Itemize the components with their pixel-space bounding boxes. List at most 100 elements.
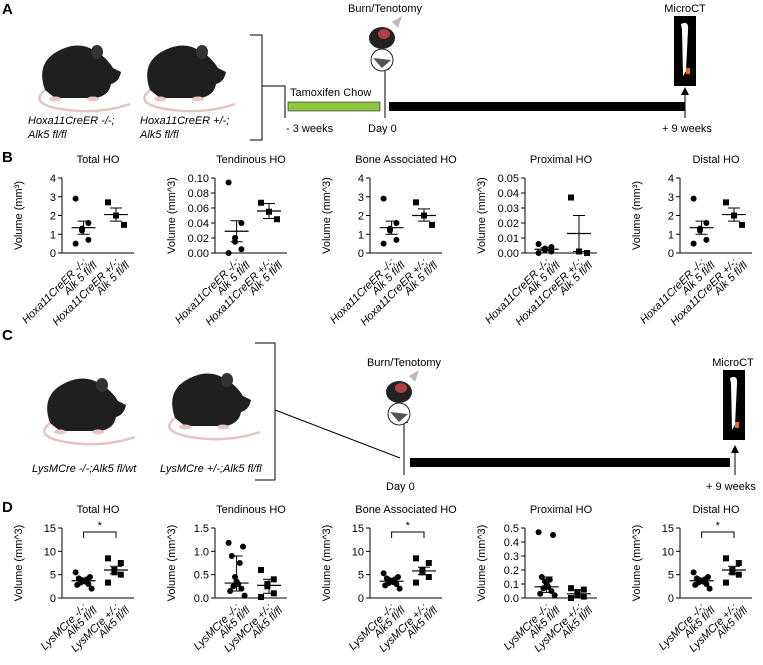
- y-tick-label: 0.04: [498, 188, 519, 200]
- data-point: [537, 590, 544, 597]
- y-tick-label: 1.5: [194, 523, 209, 535]
- significance-bracket: [83, 531, 117, 538]
- y-tick-label: 0: [668, 593, 674, 605]
- data-point: [105, 579, 111, 586]
- data-point: [413, 579, 419, 586]
- mouse-icon: [143, 43, 237, 113]
- y-tick-label: 0: [50, 593, 56, 605]
- data-point: [584, 250, 590, 256]
- data-point: [419, 569, 426, 576]
- mouse-label: Hoxa11CreER +/-;: [140, 115, 229, 127]
- data-point: [692, 581, 699, 588]
- y-tick-label: 0.08: [188, 188, 209, 200]
- data-point: [546, 576, 553, 583]
- event-label: Burn/Tenotomy: [348, 3, 422, 15]
- y-tick-label: 0.00: [498, 248, 519, 260]
- y-tick-label: 3: [668, 192, 674, 204]
- y-tick-label: 10: [662, 546, 674, 558]
- y-tick-label: 0: [358, 593, 364, 605]
- data-point: [238, 246, 245, 253]
- data-point: [111, 569, 118, 576]
- y-tick-label: 2: [668, 211, 674, 223]
- time-label: + 9 weeks: [662, 123, 712, 135]
- ct-image: [723, 370, 745, 440]
- imaging-label: MicroCT: [712, 357, 754, 369]
- y-tick-label: 15: [352, 523, 364, 535]
- data-point: [225, 179, 232, 186]
- data-point: [380, 195, 387, 202]
- data-point: [241, 592, 248, 599]
- y-axis-label: Volume (mm^3): [631, 525, 643, 602]
- y-tick-label: 0.02: [498, 218, 519, 230]
- data-point: [739, 221, 745, 228]
- panel-label: B: [2, 149, 13, 166]
- data-point: [88, 585, 95, 592]
- treatment-icon: [385, 369, 420, 426]
- data-point: [225, 250, 232, 256]
- y-tick-label: 0.04: [188, 218, 209, 230]
- panel-label: D: [2, 499, 13, 516]
- data-point: [690, 569, 697, 576]
- significance-bracket: [701, 531, 735, 538]
- y-tick-label: 0.0: [194, 593, 209, 605]
- data-point: [723, 555, 729, 562]
- mouse-label: Hoxa11CreER -/-;: [28, 115, 115, 127]
- y-tick-label: 3: [50, 192, 56, 204]
- data-point: [117, 560, 124, 566]
- y-tick-label: 0.0: [504, 593, 519, 605]
- data-point: [105, 199, 111, 206]
- time-label: Day 0: [386, 481, 415, 493]
- y-axis-label: Volume (mm^3): [321, 525, 333, 602]
- data-point: [72, 195, 79, 202]
- y-tick-label: 0.10: [188, 173, 209, 185]
- data-point: [227, 588, 234, 594]
- y-tick-label: 0.00: [188, 248, 209, 260]
- data-point: [574, 592, 581, 599]
- timeline-bar: [389, 102, 685, 111]
- y-tick-label: 0: [50, 248, 56, 260]
- y-tick-label: 0: [668, 248, 674, 260]
- y-tick-label: 0.1: [504, 579, 519, 591]
- y-tick-label: 0.02: [188, 233, 209, 245]
- y-tick-label: 0.03: [498, 203, 519, 215]
- significance-label: *: [406, 520, 411, 532]
- data-point: [225, 539, 232, 546]
- data-point: [540, 585, 547, 592]
- y-tick-label: 5: [358, 570, 364, 582]
- y-tick-label: 4: [50, 173, 56, 185]
- y-axis-label: Volume (mm³): [13, 181, 25, 250]
- data-point: [74, 581, 81, 588]
- chart-title: Distal HO: [692, 154, 740, 166]
- y-tick-label: 0.5: [504, 523, 519, 535]
- data-point: [690, 240, 697, 247]
- data-point: [568, 585, 574, 592]
- data-point: [735, 560, 742, 566]
- data-point: [429, 221, 435, 228]
- data-point: [264, 583, 271, 590]
- y-tick-label: 5: [668, 570, 674, 582]
- data-point: [735, 571, 742, 578]
- chart-title: Bone Associated HO: [355, 154, 457, 166]
- data-point: [121, 221, 127, 228]
- chart-title: Bone Associated HO: [355, 504, 457, 516]
- y-tick-label: 10: [44, 546, 56, 558]
- ct-image: [674, 16, 696, 86]
- chart-title: Distal HO: [692, 504, 740, 516]
- y-tick-label: 2: [50, 211, 56, 223]
- data-point: [535, 241, 542, 247]
- y-tick-label: 10: [352, 546, 364, 558]
- time-label: - 3 weeks: [286, 123, 334, 135]
- y-tick-label: 3: [358, 192, 364, 204]
- chart-title: Total HO: [77, 154, 120, 166]
- data-point: [551, 592, 558, 599]
- event-label: Burn/Tenotomy: [367, 357, 441, 369]
- y-tick-label: 0.2: [504, 565, 519, 577]
- y-axis-label: Volume (mm^3): [166, 177, 178, 254]
- time-label: + 9 weeks: [706, 481, 756, 493]
- significance-label: *: [98, 520, 103, 532]
- significance-bracket: [391, 531, 425, 538]
- data-point: [230, 583, 237, 590]
- y-tick-label: 0.06: [188, 203, 209, 215]
- y-axis-label: Volume (mm^3): [321, 177, 333, 254]
